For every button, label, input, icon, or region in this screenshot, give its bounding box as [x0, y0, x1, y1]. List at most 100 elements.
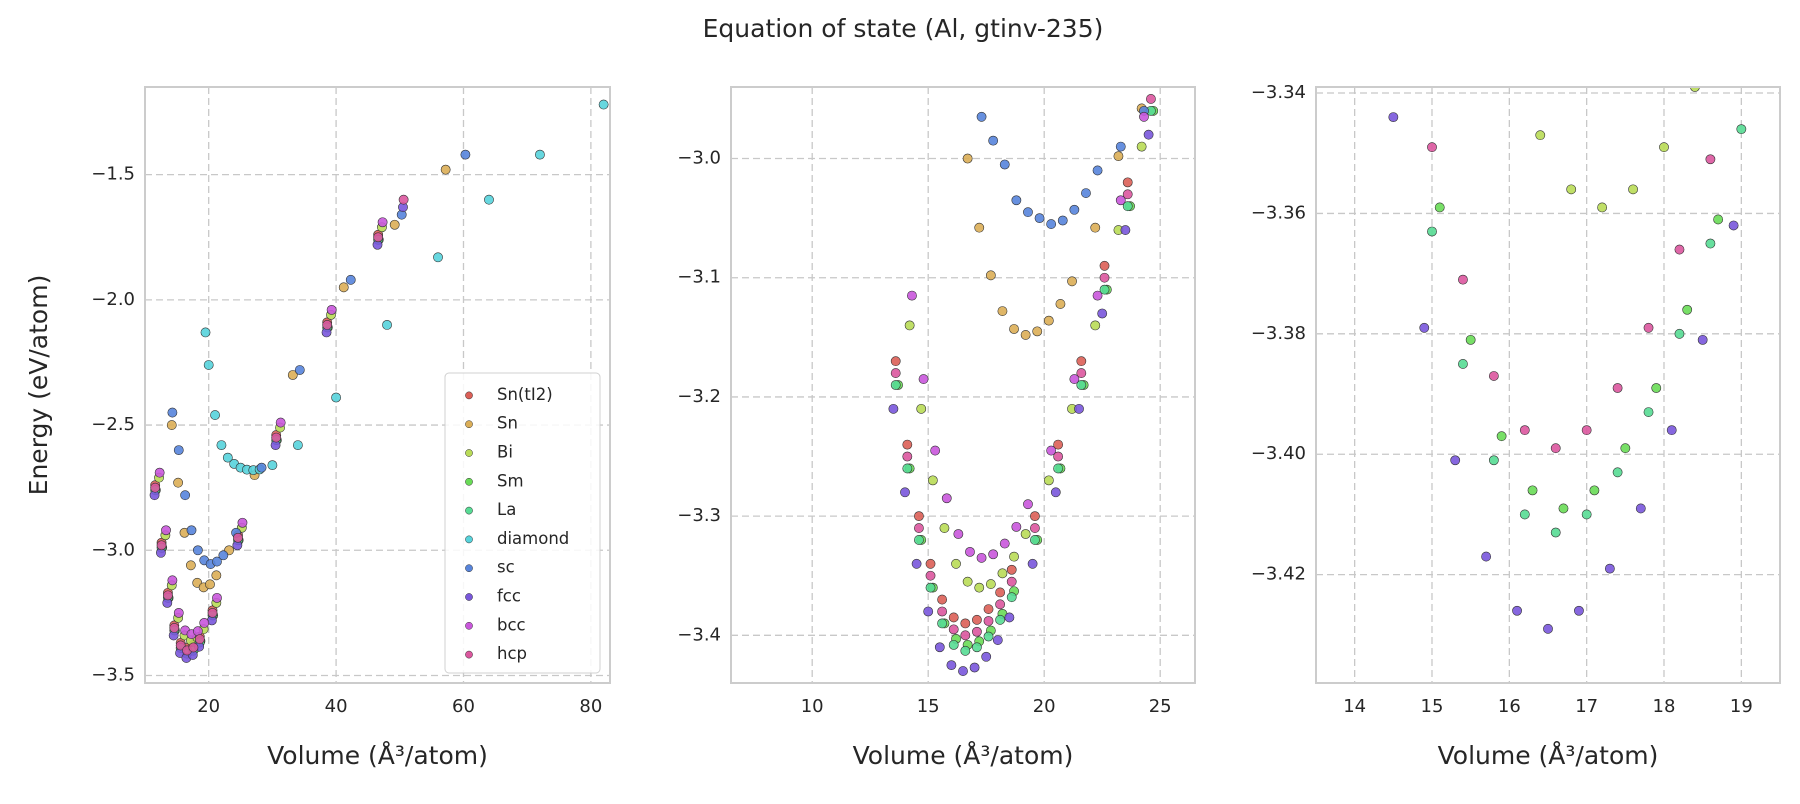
point [1635, 503, 1646, 514]
legend-marker [465, 593, 473, 601]
legend-marker [465, 506, 473, 515]
y-tick-label: −2.0 [91, 289, 135, 310]
point [976, 111, 987, 122]
point [338, 282, 349, 293]
point [460, 149, 471, 160]
point [212, 556, 222, 567]
plot-frame [144, 86, 611, 684]
point [1674, 328, 1685, 339]
point [1434, 202, 1445, 213]
point [294, 365, 305, 375]
point [972, 626, 982, 637]
point [1074, 403, 1084, 414]
legend-box [444, 372, 601, 674]
point [900, 487, 910, 498]
point [1550, 443, 1561, 454]
point [985, 579, 996, 589]
legend-label: Sn [497, 414, 518, 433]
point [222, 452, 233, 463]
point [1589, 485, 1600, 496]
x-tick-label: 14 [1343, 696, 1366, 717]
point [598, 99, 609, 110]
point [985, 270, 996, 281]
y-tick-label: −3.40 [1251, 443, 1306, 464]
point [1009, 324, 1019, 334]
point [218, 550, 229, 561]
point [937, 618, 948, 629]
point [948, 624, 959, 635]
point [911, 558, 922, 569]
panel: 14 15 16 17 18 19 −3.42 −3.40 −3.38 −3.36 −3.34 Vol… [1251, 4, 1781, 770]
x-tick-label: 80 [579, 696, 602, 717]
point [1006, 576, 1017, 587]
point [1027, 558, 1038, 569]
point [962, 153, 973, 164]
y-tick-label: −3.3 [677, 505, 721, 526]
point [983, 631, 994, 642]
legend-label: hcp [497, 644, 527, 663]
plot-frame [1315, 86, 1781, 684]
point [1419, 322, 1430, 333]
point [1099, 260, 1110, 271]
point [1122, 201, 1133, 212]
legend-label: Sn(tI2) [497, 385, 553, 404]
point [983, 616, 994, 626]
point [267, 460, 278, 471]
legend-label: La [497, 500, 516, 519]
x-tick-label: 17 [1575, 696, 1598, 717]
point [888, 403, 899, 414]
point [212, 592, 222, 603]
point [1566, 184, 1577, 195]
x-axis-label: Volume (Å³/atom) [853, 741, 1074, 770]
point [1043, 475, 1054, 486]
point [951, 558, 961, 569]
point [916, 403, 927, 414]
point [937, 606, 948, 617]
point [188, 642, 199, 653]
legend: Sn(tI2) Sn Bi Sm La diamond sc fcc bcc hcp [444, 372, 601, 674]
point [1481, 551, 1492, 562]
x-tick-label: 20 [197, 696, 220, 717]
x-tick-label: 18 [1653, 696, 1676, 717]
point [923, 606, 934, 617]
point [180, 490, 191, 501]
point [192, 545, 203, 556]
point [965, 546, 975, 557]
legend-label: Sm [497, 471, 524, 490]
point [1046, 219, 1057, 229]
x-tick-label: 10 [801, 696, 824, 717]
point [156, 540, 167, 551]
point [999, 159, 1010, 170]
x-axis-label: Volume (Å³/atom) [1438, 741, 1659, 770]
legend-marker [465, 449, 473, 457]
point [211, 570, 222, 581]
point [1046, 445, 1057, 456]
point [205, 579, 215, 590]
point [1736, 124, 1747, 135]
point [930, 445, 941, 456]
x-tick-label: 25 [1149, 696, 1172, 717]
point [1512, 605, 1522, 616]
y-axis-label: Energy (eV/atom) [24, 275, 53, 496]
point [958, 666, 968, 676]
point [995, 614, 1006, 625]
point [1581, 509, 1592, 520]
point [1097, 308, 1108, 319]
point [941, 493, 952, 504]
point [937, 594, 948, 605]
point [1721, 4, 1730, 13]
plot-background [1316, 87, 1780, 683]
point [997, 306, 1008, 316]
point [902, 463, 913, 474]
point [1604, 563, 1615, 574]
point [988, 549, 999, 560]
point [389, 219, 400, 230]
point [1651, 383, 1662, 393]
point [433, 252, 443, 263]
panel: 10 15 20 25 −3.4 −3.3 −3.2 −3.1 −3.0 Volume (Å³/a… [677, 86, 1196, 770]
point [1612, 467, 1623, 478]
point [1090, 222, 1101, 233]
point [925, 558, 936, 569]
point [983, 604, 994, 614]
point [960, 618, 971, 629]
